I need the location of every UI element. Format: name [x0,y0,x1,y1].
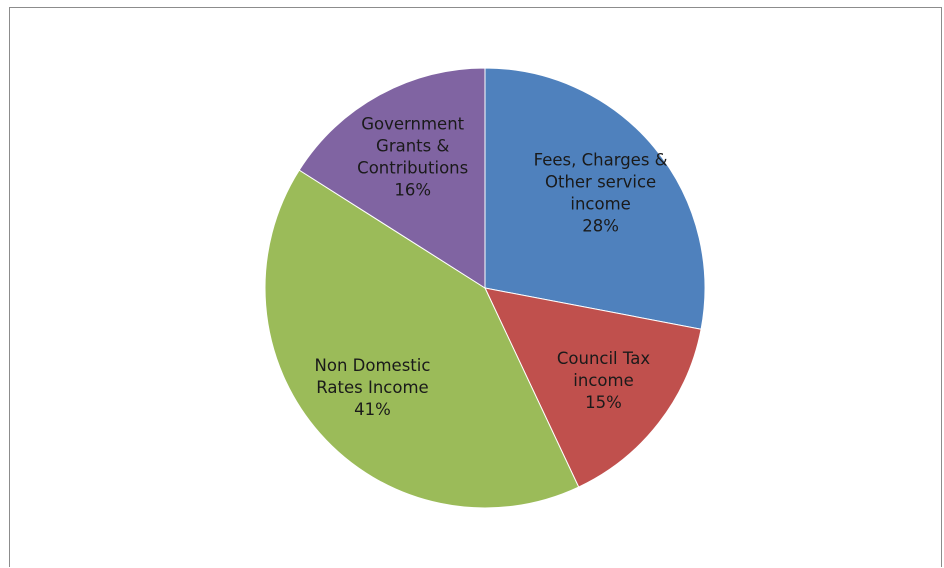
pie-slice-3 [298,67,486,289]
slices-layer [264,67,706,509]
slice-category-label: Grants & [376,137,449,156]
pie-slice-0 [484,67,706,330]
slice-label-1: Council Tax income 15% [557,349,650,412]
slice-label-2: Non Domestic Rates Income 41% [315,356,431,419]
slice-category-label: Contributions [357,159,468,178]
slice-category-label: income [573,371,633,390]
slice-category-label: income [570,194,630,213]
slice-value-label: 28% [582,216,619,235]
slice-label-3: Government Grants & Contributions 16% [357,115,468,200]
slice-value-label: 41% [354,400,391,419]
pie-chart: Fees, Charges & Other service income 28% Cou… [264,67,706,509]
labels-layer: Fees, Charges & Other service income 28% Cou… [315,115,668,420]
slice-value-label: 15% [585,393,622,412]
slice-category-label: Government [361,115,464,134]
slice-label-0: Fees, Charges & Other service income 28% [534,150,668,235]
slice-category-label: Fees, Charges & [534,150,668,169]
chart-area: Fees, Charges & Other service income 28% Cou… [9,7,942,567]
pie-slice-2 [264,169,580,509]
pie-slice-1 [484,287,702,488]
slice-category-label: Council Tax [557,349,650,368]
slice-value-label: 16% [394,181,431,200]
slice-category-label: Rates Income [316,378,428,397]
slice-category-label: Non Domestic [315,356,431,375]
slice-category-label: Other service [545,172,656,191]
